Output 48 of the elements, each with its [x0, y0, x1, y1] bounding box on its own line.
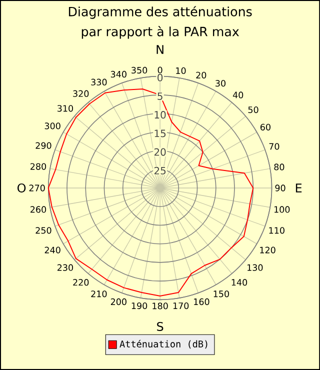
spoke-label: 290 — [36, 142, 52, 149]
spoke-label: 80 — [274, 164, 284, 170]
spoke-label: 320 — [73, 90, 89, 97]
spoke-label: 20 — [196, 72, 206, 78]
spoke-label: 150 — [214, 290, 229, 298]
spoke-label: 220 — [73, 279, 89, 286]
y-tick-label: 15 — [154, 130, 166, 138]
text: S — [156, 322, 164, 332]
spoke-label: 40 — [232, 92, 244, 98]
spoke-label: 110 — [269, 227, 284, 234]
spoke-label: 130 — [247, 264, 263, 271]
spoke-label: 10 — [176, 67, 186, 74]
chart-subtitle: par rapport à la PAR max — [82, 26, 239, 39]
spoke-label: 170 — [173, 302, 189, 310]
text: N — [156, 45, 164, 54]
chart-title: Diagramme des atténuations — [68, 6, 252, 19]
spoke-label: 100 — [274, 206, 290, 213]
spoke-label: 280 — [30, 163, 46, 170]
y-tick-label: 25 — [154, 166, 166, 174]
y-tick-label: 20 — [154, 148, 166, 156]
spoke-label: 250 — [36, 227, 52, 234]
spoke-label: 340 — [110, 70, 126, 78]
spoke-label: 190 — [132, 302, 148, 310]
spoke-label: 120 — [260, 246, 276, 254]
spoke-label: 180 — [152, 302, 168, 310]
spoke-label: 310 — [57, 105, 73, 112]
spoke-label: 60 — [260, 124, 270, 130]
spoke-label: 230 — [57, 264, 73, 271]
spoke-label: 160 — [194, 298, 210, 306]
spoke-label: 260 — [30, 206, 46, 213]
spoke-label: 90 — [275, 184, 286, 192]
y-tick-label: 0 — [157, 74, 162, 82]
text: O — [17, 183, 26, 193]
spoke-label: 300 — [44, 122, 60, 130]
legend-label: Atténuation (dB) — [120, 340, 208, 349]
spoke-label: 30 — [216, 80, 226, 87]
spoke-label: 330 — [91, 78, 107, 86]
spoke-label: 240 — [44, 246, 60, 254]
spoke-label: 350 — [132, 66, 148, 74]
y-tick-label: 10 — [154, 111, 166, 119]
spoke-label: 270 — [29, 184, 45, 192]
spoke-label: 210 — [91, 290, 107, 298]
spoke-label: 140 — [232, 279, 247, 286]
text: E — [296, 184, 302, 192]
y-tick-label: 5 — [158, 92, 162, 100]
spoke-label: 50 — [248, 106, 258, 114]
spoke-label: 70 — [269, 143, 280, 150]
spoke-label: 200 — [110, 298, 126, 306]
